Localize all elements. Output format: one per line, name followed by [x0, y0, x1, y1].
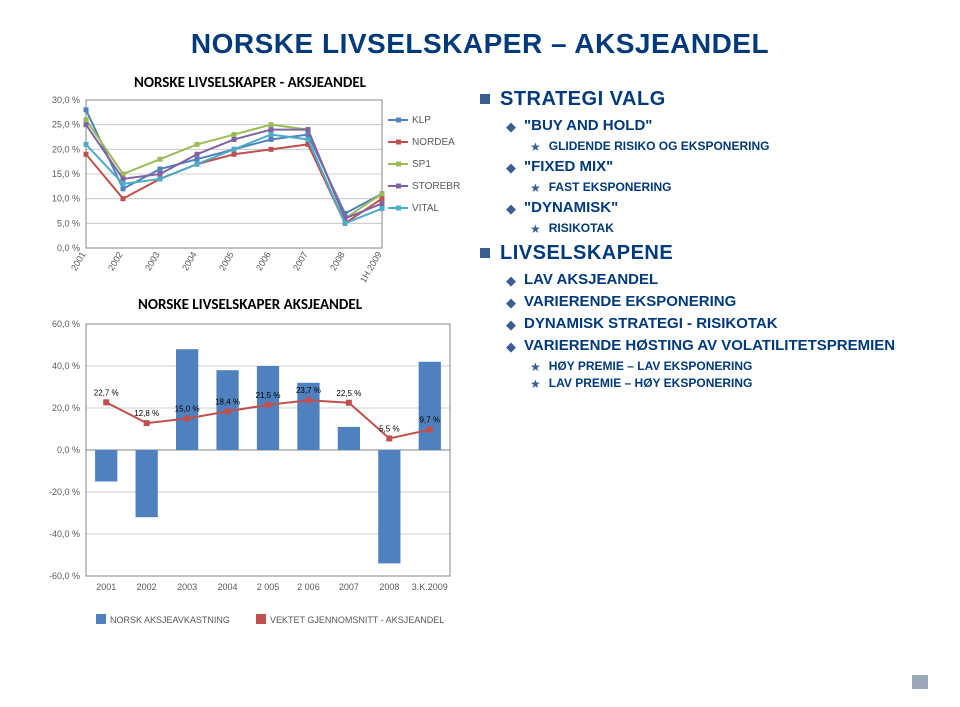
bullet-l3: ★LAV PREMIE – HØY EKSPONERING [530, 376, 920, 391]
combo-chart-title: NORSKE LIVSELSKAPER AKSJEANDEL [40, 296, 460, 314]
bullets-column: STRATEGI VALG ◆"BUY AND HOLD" ★GLIDENDE RI… [480, 72, 920, 671]
svg-text:1H.2009: 1H.2009 [358, 250, 384, 284]
svg-text:STOREBR: STOREBR [412, 181, 460, 192]
svg-text:2008: 2008 [379, 582, 399, 592]
svg-text:2004: 2004 [180, 250, 199, 272]
bullet-l2: ◆DYNAMISK STRATEGI - RISIKOTAK [506, 315, 920, 333]
svg-text:20,0 %: 20,0 % [52, 403, 80, 413]
svg-text:2002: 2002 [137, 582, 157, 592]
svg-text:2003: 2003 [177, 582, 197, 592]
svg-text:-40,0 %: -40,0 % [49, 529, 80, 539]
combo-chart: -60,0 % -40,0 % -20,0 % 0,0 % 20,0 % 40,0 % 60… [40, 318, 460, 648]
svg-text:30,0 %: 30,0 % [52, 96, 80, 105]
svg-text:VITAL: VITAL [412, 203, 439, 214]
bullet-l3: ★FAST EKSPONERING [530, 180, 920, 195]
svg-text:2001: 2001 [69, 250, 88, 272]
svg-text:2 005: 2 005 [257, 582, 280, 592]
bullet-l2: ◆VARIERENDE HØSTING AV VOLATILITETSPREMI… [506, 337, 920, 355]
svg-text:2002: 2002 [106, 250, 125, 272]
svg-text:2007: 2007 [339, 582, 359, 592]
svg-text:0,0 %: 0,0 % [57, 445, 80, 455]
svg-text:15,0 %: 15,0 % [175, 405, 200, 414]
svg-text:23,7 %: 23,7 % [296, 386, 321, 395]
svg-text:2008: 2008 [328, 250, 347, 272]
svg-text:2004: 2004 [218, 582, 238, 592]
charts-column: NORSKE LIVSELSKAPER - AKSJEANDEL 0,0 % 5,… [40, 72, 460, 671]
svg-text:SP1: SP1 [412, 159, 431, 170]
bullet-l1: LIVSELSKAPENE [480, 242, 920, 265]
svg-text:3.K.2009: 3.K.2009 [412, 582, 448, 592]
bullet-l2: ◆LAV AKSJEANDEL [506, 271, 920, 289]
svg-text:2001: 2001 [96, 582, 116, 592]
bullet-l3: ★HØY PREMIE – LAV EKSPONERING [530, 359, 920, 374]
svg-text:12,8 %: 12,8 % [134, 409, 159, 418]
bullet-l2: ◆"BUY AND HOLD" [506, 117, 920, 135]
bullet-l2: ◆VARIERENDE EKSPONERING [506, 293, 920, 311]
svg-text:-20,0 %: -20,0 % [49, 487, 80, 497]
svg-text:NORSK AKSJEAVKASTNING: NORSK AKSJEAVKASTNING [110, 615, 230, 625]
svg-text:25,0 %: 25,0 % [52, 120, 80, 130]
svg-text:22,5 %: 22,5 % [336, 389, 361, 398]
svg-text:40,0 %: 40,0 % [52, 361, 80, 371]
svg-text:2007: 2007 [291, 250, 310, 272]
svg-text:18,4 %: 18,4 % [215, 397, 240, 406]
svg-text:2 006: 2 006 [297, 582, 320, 592]
svg-text:9,7 %: 9,7 % [420, 416, 440, 425]
bullet-l2: ◆"FIXED MIX" [506, 158, 920, 176]
svg-text:20,0 %: 20,0 % [52, 144, 80, 154]
svg-text:60,0 %: 60,0 % [52, 319, 80, 329]
svg-text:5,0 %: 5,0 % [57, 218, 80, 228]
svg-text:KLP: KLP [412, 115, 431, 126]
svg-text:VEKTET GJENNOMSNITT - AKSJEAN: VEKTET GJENNOMSNITT - AKSJEANDEL [270, 615, 444, 625]
svg-text:2005: 2005 [217, 250, 236, 272]
bullet-l1: STRATEGI VALG [480, 88, 920, 111]
svg-text:2006: 2006 [254, 250, 273, 272]
svg-text:-60,0 %: -60,0 % [49, 571, 80, 581]
line-chart: 0,0 % 5,0 % 10,0 % 15,0 % 20,0 % 25,0 % 30,0 %… [40, 96, 460, 286]
bullet-l3: ★RISIKOTAK [530, 221, 920, 236]
svg-text:22,7 %: 22,7 % [94, 388, 119, 397]
footer-marker [912, 675, 928, 689]
bullet-l3: ★GLIDENDE RISIKO OG EKSPONERING [530, 139, 920, 154]
line-chart-title: NORSKE LIVSELSKAPER - AKSJEANDEL [40, 74, 460, 92]
svg-text:10,0 %: 10,0 % [52, 194, 80, 204]
svg-text:NORDEA: NORDEA [412, 137, 455, 148]
page-title: NORSKE LIVSELSKAPER – AKSJEANDEL [40, 28, 920, 60]
svg-text:15,0 %: 15,0 % [52, 169, 80, 179]
svg-text:2003: 2003 [143, 250, 162, 272]
svg-text:5,5 %: 5,5 % [379, 424, 399, 433]
bullet-l2: ◆"DYNAMISK" [506, 199, 920, 217]
svg-text:21,5 %: 21,5 % [256, 391, 281, 400]
svg-text:0,0 %: 0,0 % [57, 243, 80, 253]
